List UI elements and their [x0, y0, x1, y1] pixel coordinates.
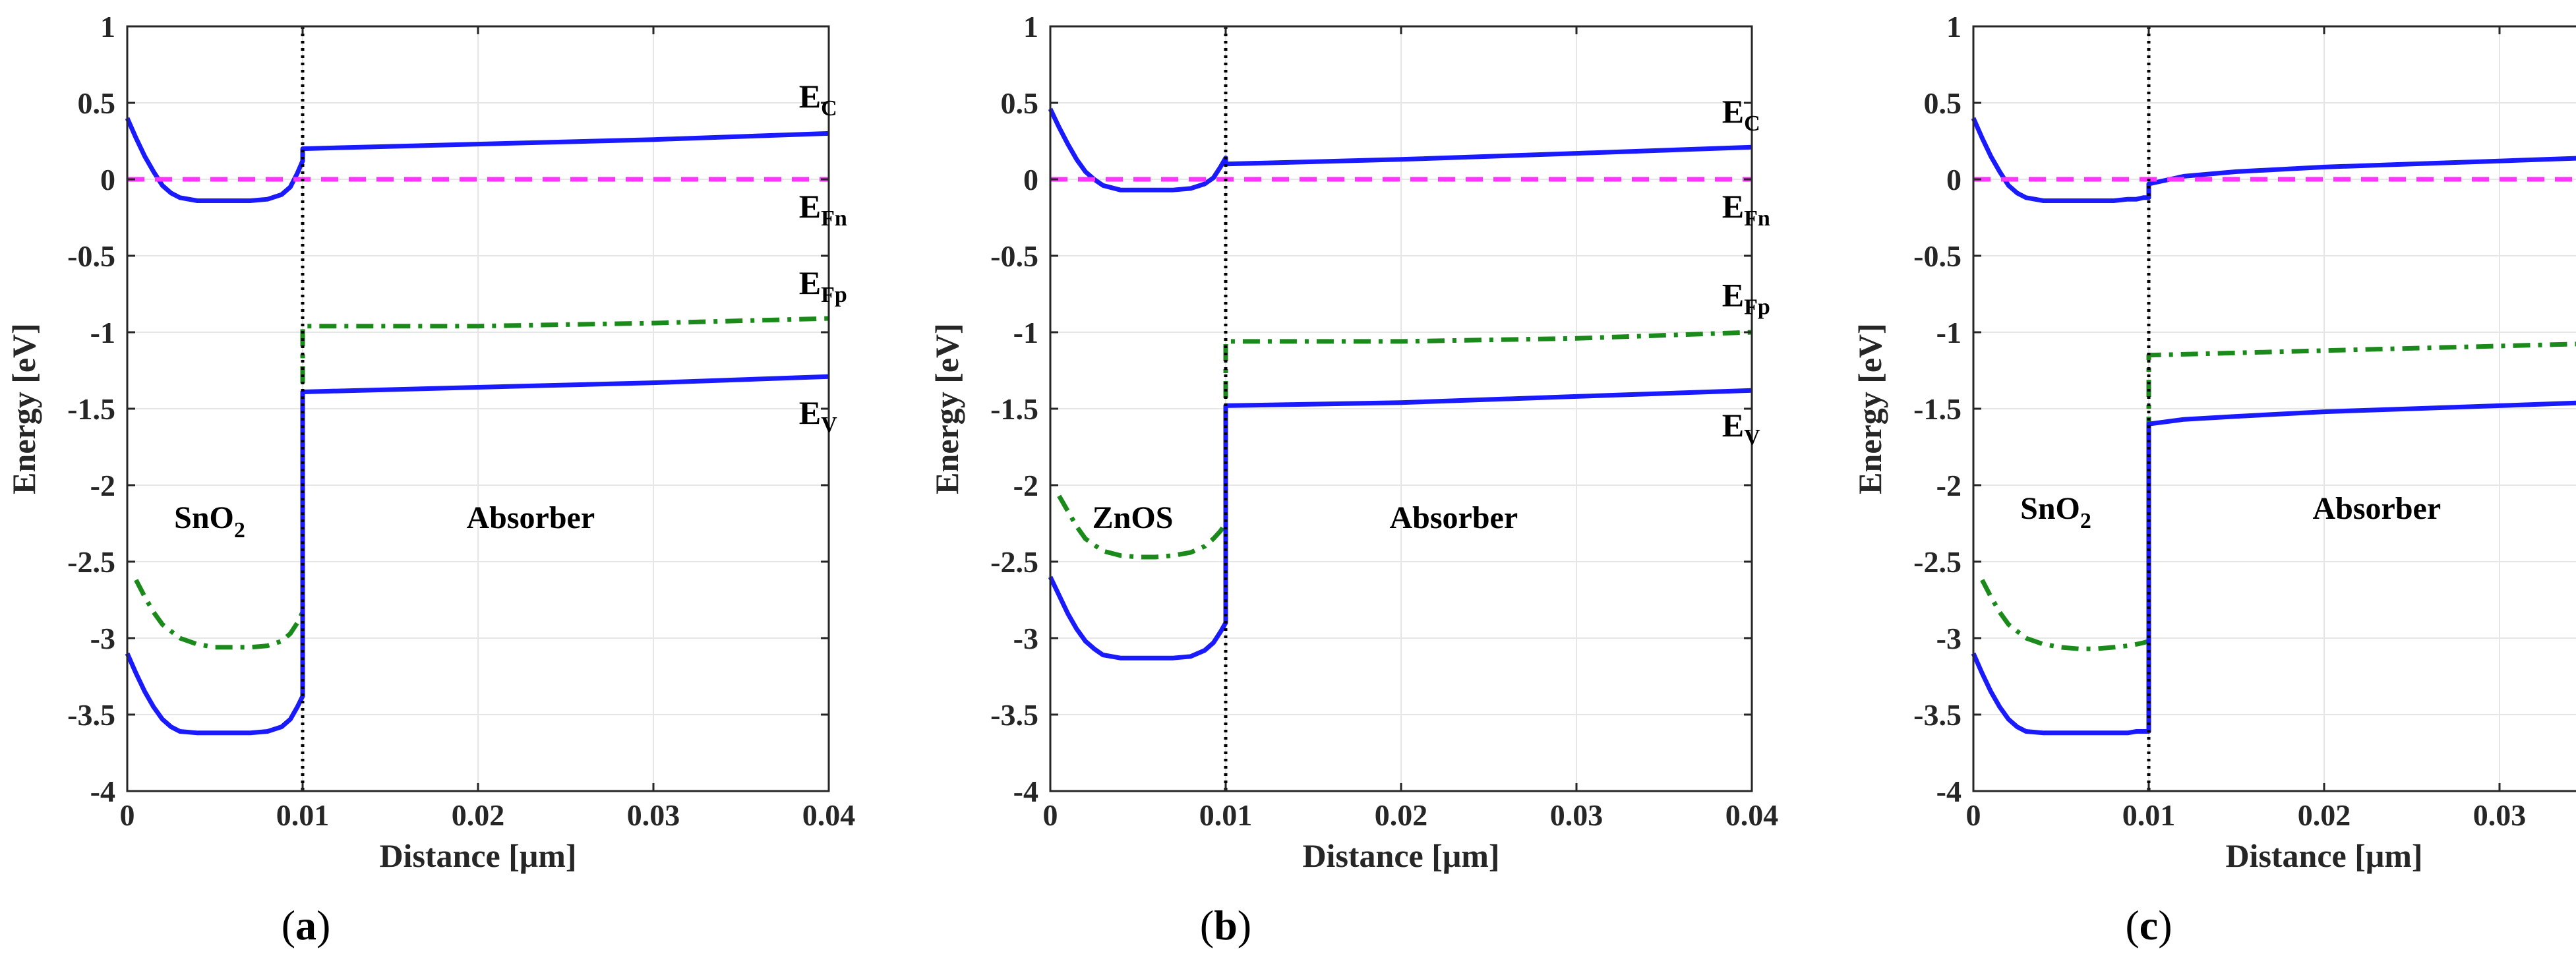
panel-label: (c) — [2125, 902, 2172, 949]
y-tick-label: -2.5 — [67, 545, 115, 579]
panel-label: (b) — [1200, 902, 1251, 949]
y-axis-title: Energy [eV] — [5, 323, 42, 494]
y-tick-label: 1 — [1023, 10, 1038, 44]
series-ec-line — [1048, 107, 1752, 192]
curve-label-ev: EV — [1722, 407, 1760, 450]
curve-label-efn: EFn — [799, 188, 847, 231]
region-label-sno2: SnO2 — [174, 500, 245, 543]
x-tick-label: 0 — [1043, 798, 1058, 832]
y-tick-label: -3.5 — [990, 698, 1038, 732]
y-tick-label: -1.5 — [1913, 392, 1962, 426]
curve-label-efp: EFp — [1722, 277, 1770, 320]
series-efp-line — [1980, 341, 2576, 651]
y-tick-label: -0.5 — [990, 239, 1038, 273]
region-label-absorber: Absorber — [2312, 491, 2441, 526]
y-axis-title: Energy [eV] — [928, 323, 965, 494]
series-ev-line — [1971, 400, 2576, 736]
panel-label: (a) — [282, 902, 331, 949]
curve-label-ev: EV — [799, 394, 837, 437]
region-label-znos: ZnOS — [1093, 500, 1174, 535]
x-tick-label: 0.04 — [1725, 798, 1779, 832]
x-tick-label: 0.04 — [802, 798, 856, 832]
x-tick-label: 0.01 — [1199, 798, 1253, 832]
y-tick-label: -3 — [1013, 622, 1038, 655]
x-tick-label: 0.01 — [2122, 798, 2176, 832]
y-tick-label: -1.5 — [990, 392, 1038, 426]
y-tick-label: 0 — [100, 163, 115, 196]
y-tick-label: 0.5 — [1001, 86, 1039, 120]
y-tick-label: -0.5 — [1913, 239, 1962, 273]
y-tick-label: -3.5 — [1913, 698, 1962, 732]
region-label-absorber: Absorber — [466, 500, 595, 535]
y-tick-label: -2 — [1013, 469, 1038, 502]
y-tick-label: 1 — [100, 10, 115, 44]
y-tick-label: 0 — [1946, 163, 1962, 196]
y-tick-label: -3 — [90, 622, 115, 655]
x-tick-label: 0.02 — [1375, 798, 1428, 832]
y-tick-label: -4 — [90, 775, 115, 808]
y-tick-label: -2 — [90, 469, 115, 502]
y-tick-label: -2.5 — [1913, 545, 1962, 579]
y-tick-label: 0.5 — [78, 86, 116, 120]
y-tick-label: -4 — [1936, 775, 1962, 808]
y-tick-label: 0.5 — [1924, 86, 1962, 120]
x-tick-label: 0.03 — [2473, 798, 2527, 832]
y-tick-label: -3 — [1936, 622, 1962, 655]
series-efp-line — [134, 316, 829, 650]
y-tick-label: -1 — [90, 316, 115, 349]
x-tick-label: 0.02 — [2298, 798, 2351, 832]
x-axis-title: Distance [μm] — [2225, 837, 2422, 874]
x-tick-label: 0.03 — [627, 798, 680, 832]
x-axis-title: Distance [μm] — [1302, 837, 1499, 874]
y-tick-label: -3.5 — [67, 698, 115, 732]
y-axis-title: Energy [eV] — [1851, 323, 1888, 494]
curve-label-efp: EFp — [799, 264, 847, 307]
y-tick-label: -0.5 — [67, 239, 115, 273]
x-tick-label: 0 — [1966, 798, 1981, 832]
y-tick-label: -2.5 — [990, 545, 1038, 579]
x-tick-label: 0.03 — [1550, 798, 1603, 832]
y-tick-label: -1 — [1013, 316, 1038, 349]
curve-label-ec: EC — [1722, 93, 1760, 136]
y-tick-label: -4 — [1013, 775, 1038, 808]
region-label-sno2: SnO2 — [2020, 491, 2091, 533]
curve-label-efn: EFn — [1722, 188, 1770, 231]
y-tick-label: -1 — [1936, 316, 1962, 349]
x-tick-label: 0.02 — [452, 798, 505, 832]
series-ec-line — [1971, 117, 2576, 203]
x-axis-title: Distance [μm] — [379, 837, 576, 874]
chart-panel-b: 10.50-0.5-1-1.5-2-2.5-3-3.5-40 0.01 0.02 0.… — [928, 10, 1778, 949]
x-tick-label: 0.01 — [276, 798, 330, 832]
x-tick-label: 0 — [120, 798, 135, 832]
y-tick-label: -2 — [1936, 469, 1962, 502]
region-label-absorber: Absorber — [1389, 500, 1518, 535]
series-ev-line — [125, 374, 829, 736]
chart-panel-c: 10.50-0.5-1-1.5-2-2.5-3-3.5-40 0.01 0.02 0.… — [1851, 10, 2576, 949]
chart-panel-a: 10.50-0.5-1-1.5-2-2.5-3-3.5-40 0.01 0.02 0.… — [5, 10, 855, 949]
y-tick-label: -1.5 — [67, 392, 115, 426]
curve-label-ec: EC — [799, 78, 837, 121]
y-tick-label: 1 — [1946, 10, 1962, 44]
series-efp-line — [1057, 330, 1752, 560]
y-tick-label: 0 — [1023, 163, 1038, 196]
